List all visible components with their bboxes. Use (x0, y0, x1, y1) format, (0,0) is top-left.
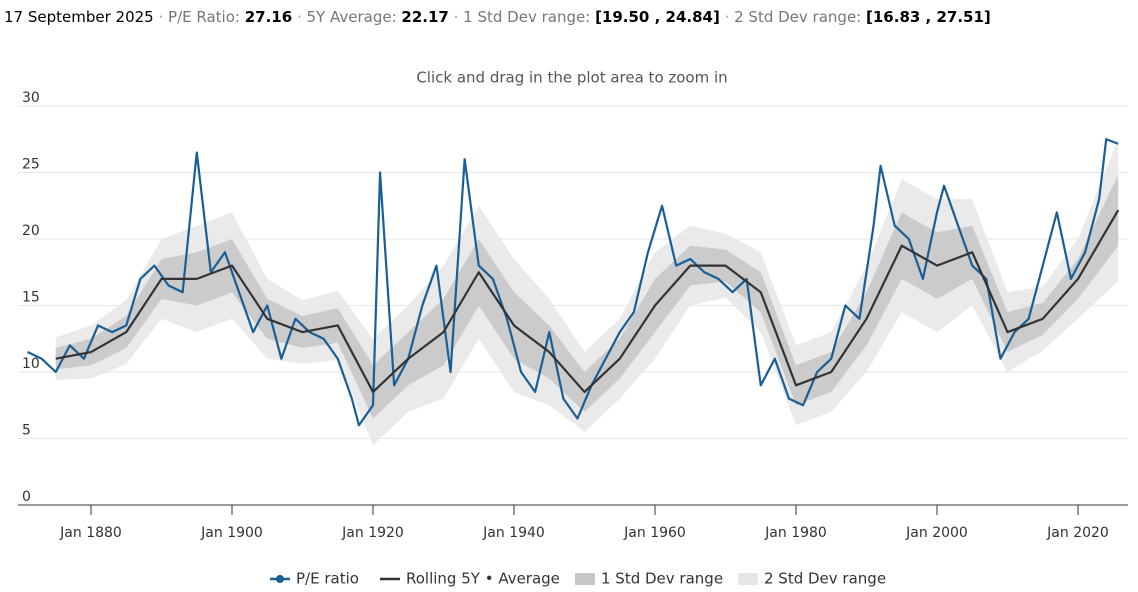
legend-label: P/E ratio (296, 570, 359, 588)
std-band (55, 139, 1119, 446)
header-value: [19.50 , 24.84] (595, 8, 720, 26)
legend-swatch (738, 573, 758, 585)
header: 17 September 2025 · P/E Ratio: 27.16 · 5… (4, 8, 991, 26)
header-value: 22.17 (401, 8, 449, 26)
average-line (55, 209, 1120, 394)
x-tick-label: Jan 1880 (59, 525, 122, 541)
separator: · (292, 8, 307, 26)
y-tick-label: 10 (22, 356, 40, 372)
date: 17 September 2025 (4, 8, 154, 26)
y-tick-label: 25 (22, 157, 40, 173)
x-tick-label: Jan 1920 (341, 525, 404, 541)
x-tick-label: Jan 1940 (482, 525, 545, 541)
separator: · (448, 8, 464, 26)
legend-label: 1 Std Dev range (601, 570, 723, 588)
header-value: 27.16 (244, 8, 293, 26)
x-tick-label: Jan 2000 (905, 525, 968, 541)
legend-swatch (575, 573, 595, 585)
header-label: P/E Ratio: (168, 8, 240, 26)
header-label: 2 Std Dev range: (734, 8, 862, 26)
pe-line (27, 138, 1119, 427)
x-tick-label: Jan 2020 (1046, 525, 1109, 541)
y-tick-label: 0 (22, 489, 31, 505)
y-tick-label: 20 (22, 223, 40, 239)
legend-label: 2 Std Dev range (764, 570, 886, 588)
legend-marker (276, 575, 284, 583)
header-value: [16.83 , 27.51] (866, 8, 991, 26)
y-tick-label: 15 (22, 290, 40, 306)
separator: · (719, 8, 735, 26)
subtitle: Click and drag in the plot area to zoom … (416, 69, 727, 87)
x-tick-label: Jan 1980 (764, 525, 827, 541)
header-label: 5Y Average: (306, 8, 397, 26)
header-label: 1 Std Dev range: (463, 8, 591, 26)
x-tick-label: Jan 1900 (200, 525, 263, 541)
x-tick-label: Jan 1960 (623, 525, 686, 541)
y-tick-label: 30 (22, 90, 40, 106)
y-tick-label: 5 (22, 423, 31, 439)
separator: · (153, 8, 169, 26)
std-band (55, 174, 1119, 419)
legend-label: Rolling 5Y • Average (406, 570, 560, 588)
